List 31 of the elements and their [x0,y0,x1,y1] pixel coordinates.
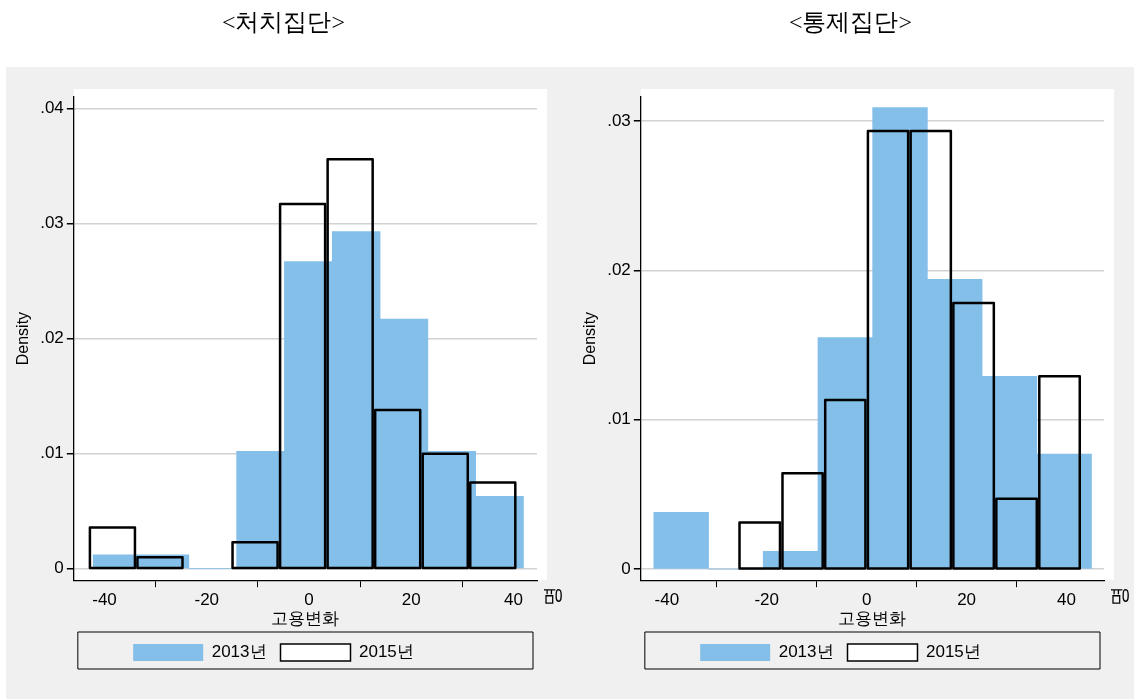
y-tick-label: .03 [607,110,631,130]
y-tick-label: .02 [607,260,631,280]
legend-label: 2015년 [926,642,981,662]
x-tick-label: -20 [754,590,780,610]
chart-title: <처치집단> [220,8,347,37]
y-tick-label: .04 [40,98,64,118]
x-axis-title: 고용변화 [838,609,907,629]
legend-label: 2015년 [359,642,414,662]
y-tick-label: 0 [621,558,631,578]
y-tick-label: 0 [54,558,64,578]
text: 명 [1107,586,1130,607]
x-tick-label: 20 [401,590,421,610]
text: 명 [540,586,563,607]
x-axis-title: 고용변화 [271,609,340,629]
y-tick-label: .01 [607,409,631,429]
chart-title: <통제집단> [787,8,914,37]
x-tick-label: 0 [304,590,314,610]
x-tick-label: 20 [957,590,977,610]
y-axis-title: Density [581,311,599,366]
x-tick-label: 0 [861,590,872,610]
y-tick-label: .02 [40,328,64,348]
legend-label: 2013년 [778,642,834,662]
x-tick-label: 40 [504,590,523,610]
y-tick-label: .03 [40,213,64,233]
x-tick-label: -40 [654,590,680,610]
x-tick-label: -40 [92,590,117,610]
x-tick-label: -20 [194,590,220,610]
y-tick-label: .01 [40,443,64,463]
legend-label: 2013년 [211,642,267,662]
y-axis-title: Density [14,311,32,366]
x-tick-label: 40 [1057,590,1076,610]
